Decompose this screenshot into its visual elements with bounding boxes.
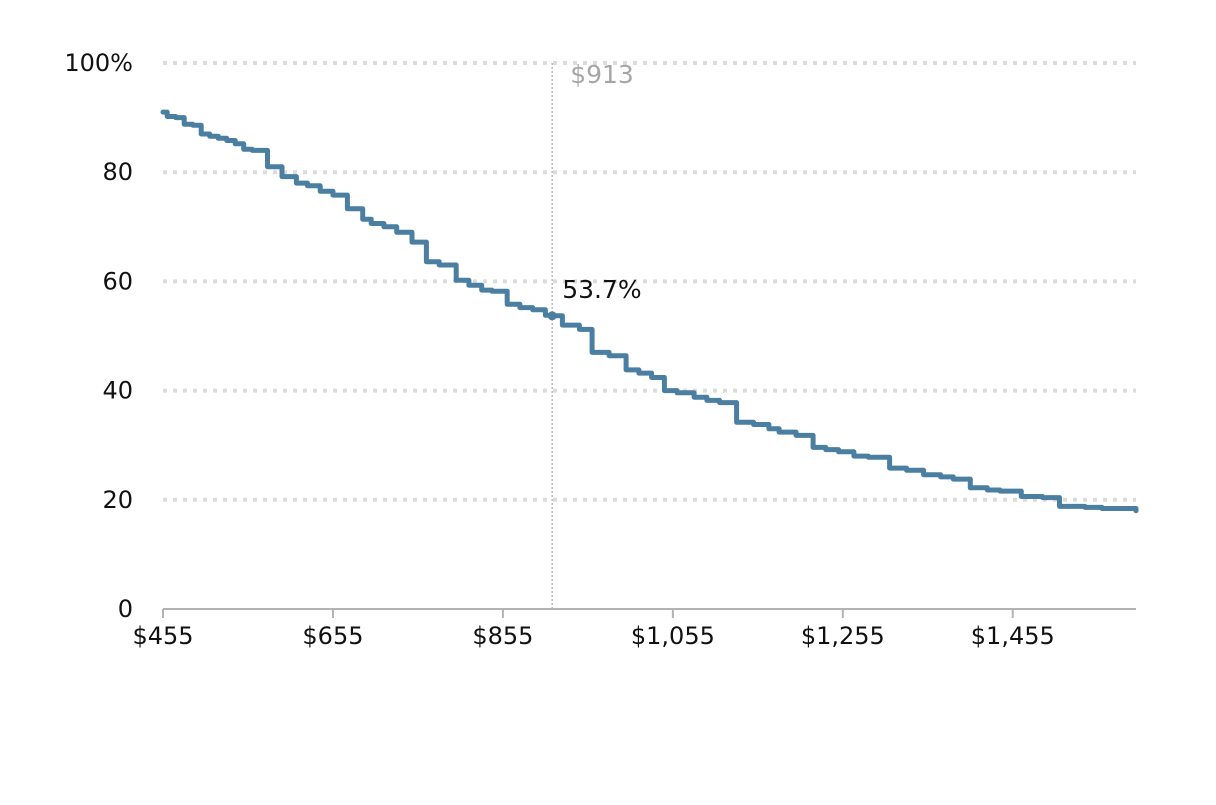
x-tick-label-1255: $1,255 — [801, 622, 885, 650]
x-tick-label-655: $655 — [302, 622, 363, 650]
y-tick-label-20: 20 — [102, 486, 133, 514]
y-tick-label-100: 100% — [64, 49, 133, 77]
annotations: $913 53.7% — [547, 60, 642, 321]
x-tick-label-455: $455 — [132, 622, 193, 650]
y-tick-label-0: 0 — [118, 595, 133, 623]
y-tick-label-40: 40 — [102, 377, 133, 405]
x-tick-label-1455: $1,455 — [971, 622, 1055, 650]
x-tick-label-1055: $1,055 — [631, 622, 715, 650]
value-label: 53.7% — [562, 275, 641, 304]
tick-labels: 0 20 40 60 80 100% $455 $655 $855 $1,055 $1,255 $1,… — [64, 49, 1054, 650]
series-line-0 — [160, 109, 1139, 514]
x-tick-label-855: $855 — [472, 622, 533, 650]
x-axis — [162, 608, 1136, 618]
series — [160, 109, 1139, 514]
threshold-label: $913 — [570, 60, 634, 89]
marker-point — [547, 311, 557, 321]
gridlines — [163, 61, 1136, 502]
y-tick-label-80: 80 — [102, 158, 133, 186]
y-tick-label-60: 60 — [102, 267, 133, 295]
